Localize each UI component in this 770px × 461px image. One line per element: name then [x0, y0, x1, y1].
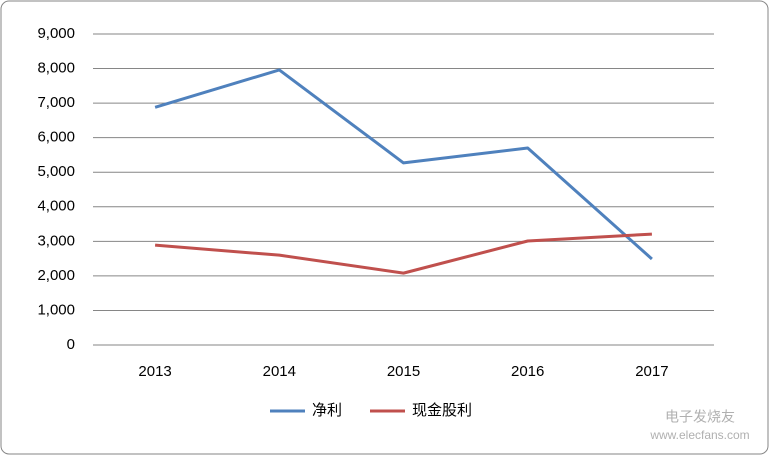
y-tick-label: 6,000 — [37, 129, 75, 146]
y-tick-label: 7,000 — [37, 94, 75, 111]
x-tick-label: 2016 — [511, 363, 544, 380]
y-tick-label: 0 — [67, 336, 75, 353]
x-tick-label: 2014 — [263, 363, 296, 380]
watermark: www.elecfans.com — [649, 428, 749, 442]
y-tick-label: 1,000 — [37, 301, 75, 318]
watermark: 电子发烧友 — [665, 409, 735, 425]
y-tick-label: 3,000 — [37, 232, 75, 249]
legend-label: 净利 — [312, 402, 342, 419]
legend-label: 现金股利 — [412, 402, 472, 419]
x-tick-label: 2017 — [635, 363, 668, 380]
y-tick-label: 8,000 — [37, 60, 75, 77]
y-tick-label: 9,000 — [37, 25, 75, 42]
x-tick-label: 2015 — [387, 363, 420, 380]
x-tick-label: 2013 — [138, 363, 171, 380]
series-line — [154, 232, 652, 275]
series-line — [154, 68, 653, 261]
y-tick-label: 5,000 — [37, 163, 75, 180]
y-tick-label: 4,000 — [37, 198, 75, 215]
y-tick-label: 2,000 — [37, 267, 75, 284]
